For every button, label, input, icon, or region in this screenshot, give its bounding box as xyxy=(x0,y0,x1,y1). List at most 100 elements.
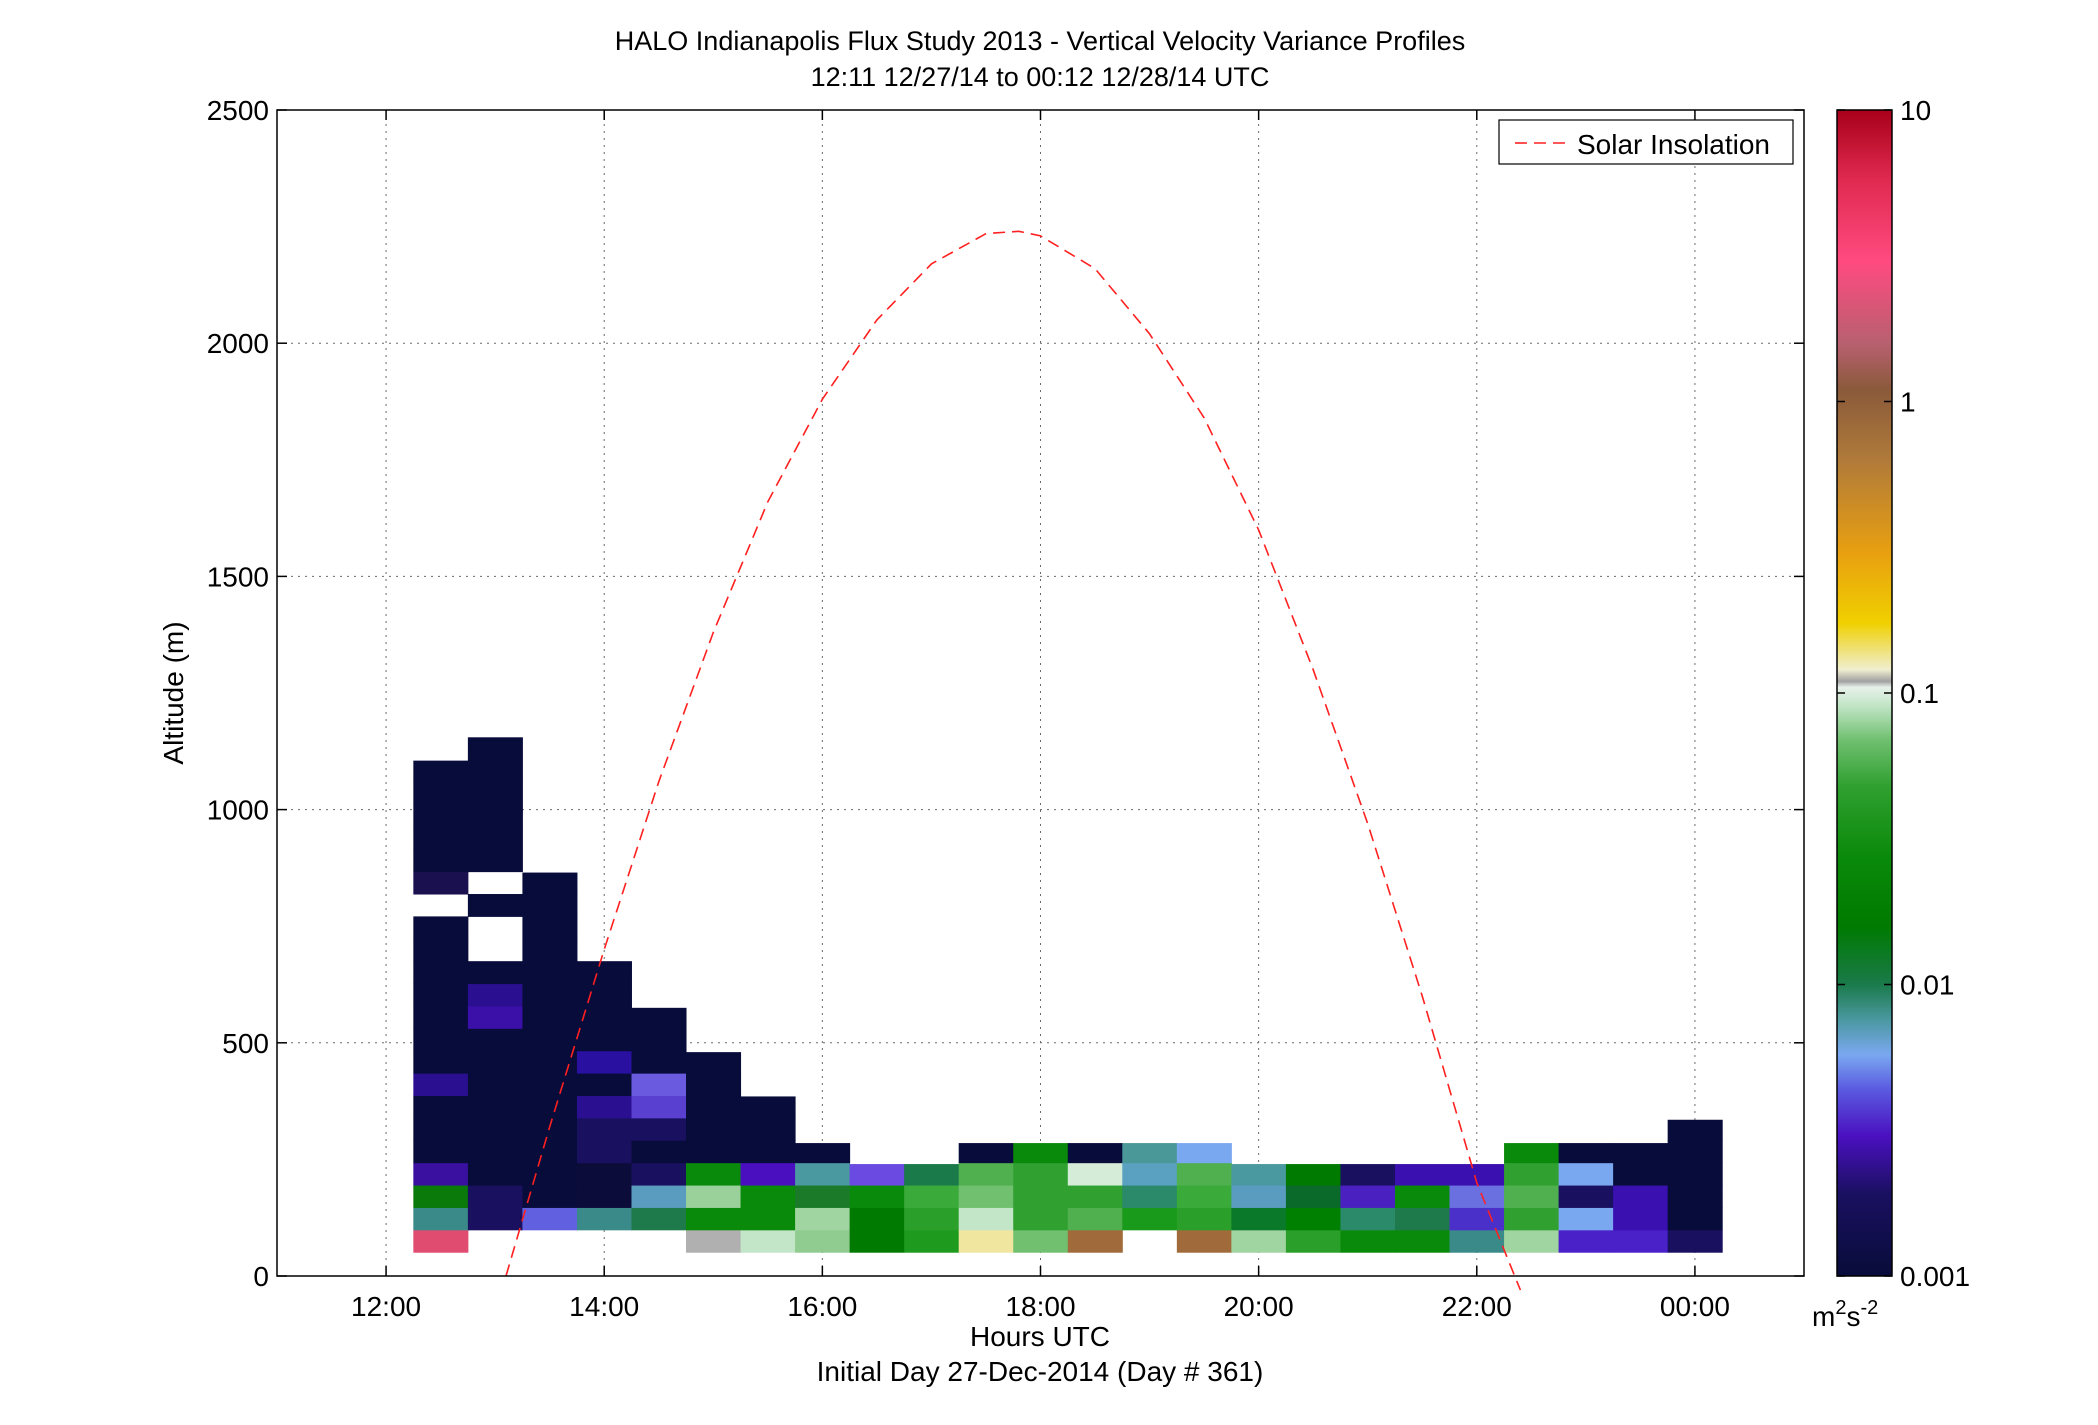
x-tick-label-2: 16:00 xyxy=(787,1291,857,1322)
heatmap-cell xyxy=(522,1073,578,1097)
heatmap-cell xyxy=(413,1095,469,1119)
heatmap-cell xyxy=(467,759,523,783)
heatmap-cell xyxy=(1613,1229,1669,1253)
heatmap-cell xyxy=(1231,1207,1287,1231)
heatmap-cell xyxy=(740,1185,796,1208)
heatmap-cell xyxy=(413,849,469,873)
heatmap-cell xyxy=(686,1207,742,1231)
heatmap-cell xyxy=(1558,1162,1614,1186)
heatmap-cell xyxy=(631,1185,687,1208)
heatmap-cell xyxy=(1394,1185,1451,1208)
y-axis-ticks: 0 500 1000 1500 2000 2500 xyxy=(207,95,1804,1292)
x-tick-label-5: 22:00 xyxy=(1442,1291,1512,1322)
heatmap-cell xyxy=(413,871,469,895)
heatmap-cell xyxy=(958,1185,1014,1208)
heatmap-cell xyxy=(958,1229,1014,1253)
heatmap-cell xyxy=(576,1095,632,1119)
heatmap-cell xyxy=(686,1095,742,1119)
heatmap-cell xyxy=(522,872,578,895)
heatmap-cell xyxy=(686,1117,742,1141)
chart-title: HALO Indianapolis Flux Study 2013 - Vert… xyxy=(615,26,1465,56)
heatmap-cell xyxy=(522,961,578,985)
heatmap-cell xyxy=(413,782,469,805)
colorbar-tick-label-1: 0.01 xyxy=(1900,970,1955,1001)
heatmap-cell xyxy=(522,983,578,1007)
heatmap-cell xyxy=(1285,1207,1341,1231)
heatmap-cell xyxy=(686,1052,742,1074)
legend: Solar Insolation xyxy=(1498,119,1794,165)
heatmap-cell xyxy=(413,1050,469,1074)
heatmap-cell xyxy=(1340,1185,1396,1208)
heatmap-cell xyxy=(740,1117,796,1141)
y-tick-label-4: 2000 xyxy=(207,328,269,359)
heatmap-cell xyxy=(904,1207,960,1231)
colorbar-unit-base: m xyxy=(1812,1301,1835,1332)
heatmap-cell xyxy=(1067,1162,1123,1186)
heatmap-cell xyxy=(467,782,523,805)
x-axis-label: Hours UTC xyxy=(970,1321,1110,1352)
heatmap-cell xyxy=(849,1207,905,1231)
heatmap-cell xyxy=(1558,1185,1614,1208)
heatmap-cell xyxy=(1067,1207,1123,1231)
heatmap-cell xyxy=(631,1162,687,1186)
heatmap-cell xyxy=(1504,1162,1560,1186)
solar-insolation-line xyxy=(505,230,1522,1291)
y-tick-label-2: 1000 xyxy=(207,795,269,826)
heatmap-cell xyxy=(413,826,469,850)
heatmap-cell xyxy=(1231,1229,1287,1253)
heatmap-cell xyxy=(1558,1143,1614,1164)
colorbar-unit-sup1: 2 xyxy=(1835,1297,1846,1319)
heatmap-cell xyxy=(1067,1185,1123,1208)
heatmap-cell xyxy=(1667,1119,1723,1141)
x-tick-label-3: 18:00 xyxy=(1005,1291,1075,1322)
x-axis-ticks: 12:00 14:00 16:00 18:00 20:00 22:00 00:00 xyxy=(351,110,1730,1322)
heatmap-cell xyxy=(1504,1229,1560,1253)
heatmap-cell xyxy=(1176,1185,1232,1208)
heatmap-cell xyxy=(686,1140,742,1164)
legend-box xyxy=(1498,119,1794,165)
heatmap-cell xyxy=(631,1073,687,1097)
heatmap-cell xyxy=(467,1162,523,1186)
x-tick-label-1: 14:00 xyxy=(569,1291,639,1322)
heatmap-cell xyxy=(522,1050,578,1074)
y-axis-label: Altitude (m) xyxy=(158,621,189,764)
heatmap-cell xyxy=(1449,1185,1505,1208)
heatmap-cell xyxy=(467,1140,523,1164)
heatmap-cell xyxy=(1285,1185,1341,1208)
y-tick-label-1: 500 xyxy=(222,1028,269,1059)
heatmap-cell xyxy=(467,961,523,985)
y-tick-label-5: 2500 xyxy=(207,95,269,126)
heatmap-cell xyxy=(1394,1164,1451,1186)
colorbar: 0.001 0.01 0.1 1 10 m2s-2 xyxy=(1812,95,1970,1332)
colorbar-unit: m2s-2 xyxy=(1812,1297,1878,1332)
heatmap-cell xyxy=(1340,1207,1396,1231)
colorbar-tick-label-2: 0.1 xyxy=(1900,678,1939,709)
heatmap-cell xyxy=(631,1117,687,1141)
heatmap-cell xyxy=(522,1005,578,1029)
heatmap-cell xyxy=(1558,1229,1614,1253)
heatmap-cell xyxy=(686,1073,742,1097)
colorbar-ticks: 0.001 0.01 0.1 1 10 xyxy=(1837,95,1970,1292)
heatmap-cell xyxy=(740,1096,796,1119)
heatmap-cell xyxy=(576,1028,632,1052)
heatmap-cell xyxy=(1176,1229,1232,1253)
heatmap-cell xyxy=(1504,1185,1560,1208)
colorbar-tick-label-3: 1 xyxy=(1900,387,1916,418)
heatmap-cell xyxy=(631,1007,687,1029)
chart-subtitle: 12:11 12/27/14 to 00:12 12/28/14 UTC xyxy=(811,62,1270,92)
x-axis-label-secondary: Initial Day 27-Dec-2014 (Day # 361) xyxy=(817,1356,1264,1387)
heatmap-cell xyxy=(740,1140,796,1164)
heatmap-cell xyxy=(413,916,469,940)
heatmap-cell xyxy=(522,1207,578,1231)
heatmap-cell xyxy=(413,1185,469,1208)
heatmap-cell xyxy=(1394,1207,1451,1231)
heatmap-cell xyxy=(413,1140,469,1164)
heatmap-cell xyxy=(849,1164,905,1186)
heatmap-cell xyxy=(467,1095,523,1119)
heatmap-cell xyxy=(1231,1185,1287,1208)
heatmap-cell xyxy=(1340,1164,1396,1186)
heatmap-cell xyxy=(958,1162,1014,1186)
heatmap-cell xyxy=(1176,1143,1232,1164)
heatmap-cell xyxy=(1613,1143,1669,1164)
